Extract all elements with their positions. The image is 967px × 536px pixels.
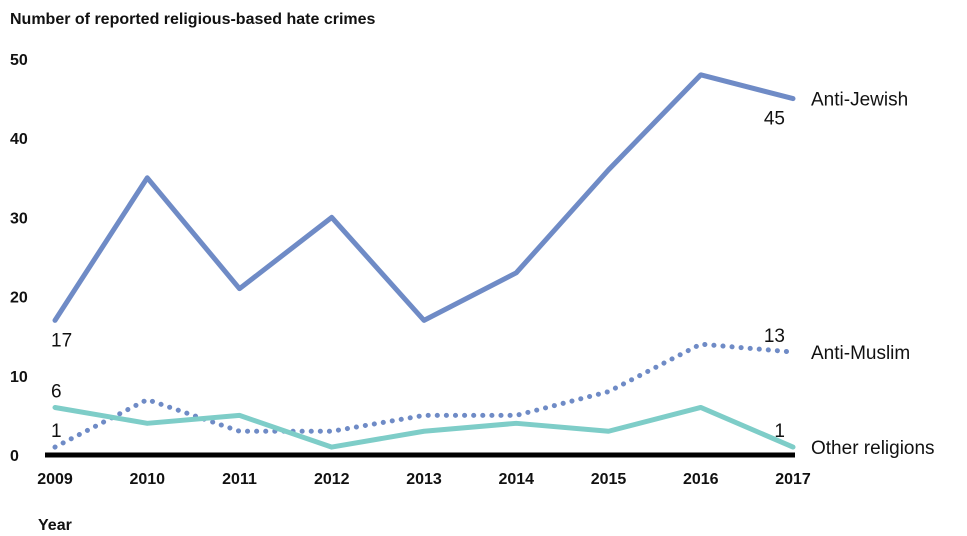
data-label: 1 — [51, 421, 62, 442]
series-label: Anti-Muslim — [811, 343, 910, 364]
series-line-anti-muslim — [52, 341, 796, 450]
data-label: 17 — [51, 330, 72, 351]
data-label: 1 — [774, 421, 785, 442]
series-label: Other religions — [811, 438, 935, 459]
y-tick-label: 0 — [10, 448, 19, 465]
x-axis-title: Year — [38, 517, 72, 534]
x-tick-label: 2011 — [222, 471, 257, 488]
y-tick-label: 30 — [10, 210, 28, 227]
y-tick-label: 50 — [10, 52, 28, 69]
series-labels: Anti-Jewish Anti-Muslim Other religions — [811, 90, 935, 459]
data-labels: 17 45 1 13 6 1 — [51, 109, 785, 442]
series-label: Anti-Jewish — [811, 90, 908, 111]
x-tick-label: 2009 — [37, 471, 73, 488]
x-axis: 2009 2010 2011 2012 2013 2014 2015 2016 2017 — [37, 471, 811, 488]
data-label: 45 — [764, 109, 785, 130]
x-tick-label: 2012 — [314, 471, 350, 488]
x-tick-label: 2013 — [406, 471, 442, 488]
y-tick-label: 20 — [10, 290, 28, 307]
series-line-anti-jewish — [52, 72, 796, 323]
x-tick-label: 2015 — [591, 471, 627, 488]
x-tick-label: 2014 — [498, 471, 534, 488]
x-tick-label: 2016 — [683, 471, 719, 488]
y-tick-label: 10 — [10, 369, 28, 386]
plot-area — [52, 72, 796, 450]
y-axis-title: Number of reported religious-based hate … — [10, 11, 376, 28]
y-tick-label: 40 — [10, 131, 28, 148]
data-label: 6 — [51, 381, 62, 402]
series-line-other-religions — [52, 404, 796, 450]
x-tick-label: 2010 — [129, 471, 165, 488]
x-tick-label: 2017 — [775, 471, 811, 488]
data-label: 13 — [764, 326, 785, 347]
y-axis: 0 10 20 30 40 50 — [10, 52, 28, 465]
